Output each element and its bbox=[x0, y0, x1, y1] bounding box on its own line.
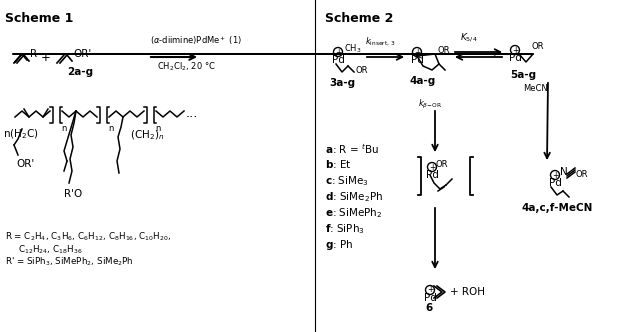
Text: Scheme 2: Scheme 2 bbox=[325, 12, 394, 25]
Text: ...: ... bbox=[186, 107, 198, 120]
Text: n: n bbox=[108, 124, 113, 133]
Text: R: R bbox=[30, 49, 37, 59]
Text: Pd: Pd bbox=[424, 293, 437, 303]
Text: $k_{\mathrm{insert,\,3}}$: $k_{\mathrm{insert,\,3}}$ bbox=[365, 36, 396, 48]
Text: 3a-g: 3a-g bbox=[329, 78, 355, 88]
Text: (CH$_2$)$_n$: (CH$_2$)$_n$ bbox=[130, 128, 164, 142]
Text: Pd: Pd bbox=[549, 178, 562, 188]
Text: +: + bbox=[552, 171, 558, 180]
Text: OR: OR bbox=[531, 42, 543, 50]
Text: R = C$_2$H$_4$, C$_3$H$_6$, C$_6$H$_{12}$, C$_8$H$_{16}$, C$_{10}$H$_{20}$,: R = C$_2$H$_4$, C$_3$H$_6$, C$_6$H$_{12}… bbox=[5, 230, 172, 242]
Text: + ROH: + ROH bbox=[450, 287, 485, 297]
Text: Pd: Pd bbox=[332, 55, 345, 65]
Text: CH$_2$Cl$_2$, 20 $\degree$C: CH$_2$Cl$_2$, 20 $\degree$C bbox=[157, 60, 216, 72]
Text: MeCN: MeCN bbox=[523, 84, 548, 93]
Text: +: + bbox=[41, 50, 51, 63]
Text: 6: 6 bbox=[425, 303, 432, 313]
Text: Pd: Pd bbox=[411, 55, 424, 65]
Text: +: + bbox=[429, 162, 435, 172]
Text: n: n bbox=[155, 124, 161, 133]
Text: OR: OR bbox=[355, 65, 367, 74]
Text: Pd: Pd bbox=[509, 53, 522, 63]
Text: $\mathbf{g}$: Ph: $\mathbf{g}$: Ph bbox=[325, 238, 353, 252]
Text: OR': OR' bbox=[73, 49, 92, 59]
Text: $K_{\mathrm{5/4}}$: $K_{\mathrm{5/4}}$ bbox=[460, 31, 477, 44]
Text: Scheme 1: Scheme 1 bbox=[5, 12, 74, 25]
Text: +: + bbox=[335, 47, 341, 56]
Text: +: + bbox=[512, 45, 518, 54]
Text: +: + bbox=[414, 47, 420, 56]
Text: n: n bbox=[61, 124, 67, 133]
Text: 5a-g: 5a-g bbox=[510, 70, 536, 80]
Text: OR: OR bbox=[576, 170, 589, 179]
Text: $\mathbf{a}$: R = $^t$Bu: $\mathbf{a}$: R = $^t$Bu bbox=[325, 142, 380, 156]
Text: CH$_3$: CH$_3$ bbox=[344, 43, 362, 55]
Text: 4a-g: 4a-g bbox=[409, 76, 435, 86]
Text: $k_{\beta\mathrm{-OR}}$: $k_{\beta\mathrm{-OR}}$ bbox=[418, 98, 442, 111]
Text: Pd: Pd bbox=[426, 170, 439, 180]
Text: n(H$_2$C): n(H$_2$C) bbox=[3, 127, 39, 141]
Text: 2a-g: 2a-g bbox=[67, 67, 93, 77]
Text: OR': OR' bbox=[16, 159, 35, 169]
Text: R'O: R'O bbox=[64, 189, 83, 199]
Text: $\mathbf{d}$: SiMe$_2$Ph: $\mathbf{d}$: SiMe$_2$Ph bbox=[325, 190, 383, 204]
Text: 4a,c,f-MeCN: 4a,c,f-MeCN bbox=[522, 203, 593, 213]
Text: ($\alpha$-diimine)PdMe$^+$ (1): ($\alpha$-diimine)PdMe$^+$ (1) bbox=[150, 34, 242, 47]
Text: OR: OR bbox=[437, 45, 449, 54]
Text: $\mathbf{f}$: SiPh$_3$: $\mathbf{f}$: SiPh$_3$ bbox=[325, 222, 365, 236]
Text: N: N bbox=[560, 167, 568, 177]
Text: $\mathbf{c}$: SiMe$_3$: $\mathbf{c}$: SiMe$_3$ bbox=[325, 174, 369, 188]
Text: $\mathbf{e}$: SiMePh$_2$: $\mathbf{e}$: SiMePh$_2$ bbox=[325, 206, 383, 220]
Text: $\mathbf{b}$: Et: $\mathbf{b}$: Et bbox=[325, 158, 352, 170]
Text: OR: OR bbox=[436, 159, 449, 169]
Text: R' = SiPh$_3$, SiMePh$_2$, SiMe$_2$Ph: R' = SiPh$_3$, SiMePh$_2$, SiMe$_2$Ph bbox=[5, 256, 134, 269]
Text: C$_{12}$H$_{24}$, C$_{18}$H$_{36}$: C$_{12}$H$_{24}$, C$_{18}$H$_{36}$ bbox=[18, 243, 83, 256]
Text: +: + bbox=[427, 286, 433, 294]
